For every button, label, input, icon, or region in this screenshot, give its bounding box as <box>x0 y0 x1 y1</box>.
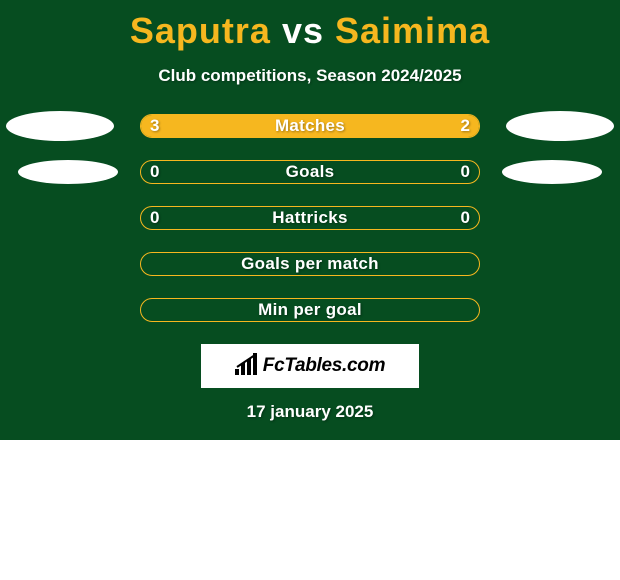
player-left-name: Saputra <box>130 10 271 51</box>
stat-label: Min per goal <box>141 299 479 321</box>
logo-box: FcTables.com <box>201 344 419 388</box>
stat-bar-track: Min per goal <box>140 298 480 322</box>
stat-label: Matches <box>141 115 479 137</box>
stat-row: Goals per match <box>0 252 620 280</box>
stat-row: Matches3 2 <box>0 114 620 142</box>
stat-value-right: 2 <box>461 114 470 138</box>
player-right-marker <box>502 160 602 184</box>
comparison-card: Saputra vs Saimima Club competitions, Se… <box>0 0 620 440</box>
player-right-marker <box>506 111 614 141</box>
stat-bar-track: Goals per match <box>140 252 480 276</box>
stats-rows: Matches32Goals00Hattricks00Goals per mat… <box>0 114 620 326</box>
stat-row: Goals0 0 <box>0 160 620 188</box>
stat-row: Hattricks0 0 <box>0 206 620 234</box>
date: 17 january 2025 <box>0 402 620 422</box>
stat-value-right: 0 <box>461 206 470 230</box>
stat-label: Hattricks <box>141 207 479 229</box>
stat-bar-track: Hattricks <box>140 206 480 230</box>
player-left-marker <box>18 160 118 184</box>
stat-row: Min per goal <box>0 298 620 326</box>
player-right-name: Saimima <box>335 10 490 51</box>
stat-bar-track: Matches <box>140 114 480 138</box>
stat-label: Goals per match <box>141 253 479 275</box>
stat-value-left: 3 <box>150 114 159 138</box>
title-vs: vs <box>282 10 324 51</box>
title: Saputra vs Saimima <box>0 0 620 52</box>
stat-value-left: 0 <box>150 206 159 230</box>
logo-icon <box>235 353 259 380</box>
logo-text: FcTables.com <box>263 355 385 377</box>
player-left-marker <box>6 111 114 141</box>
stat-value-right: 0 <box>461 160 470 184</box>
stat-bar-track: Goals <box>140 160 480 184</box>
stat-value-left: 0 <box>150 160 159 184</box>
stat-label: Goals <box>141 161 479 183</box>
subtitle: Club competitions, Season 2024/2025 <box>0 66 620 86</box>
